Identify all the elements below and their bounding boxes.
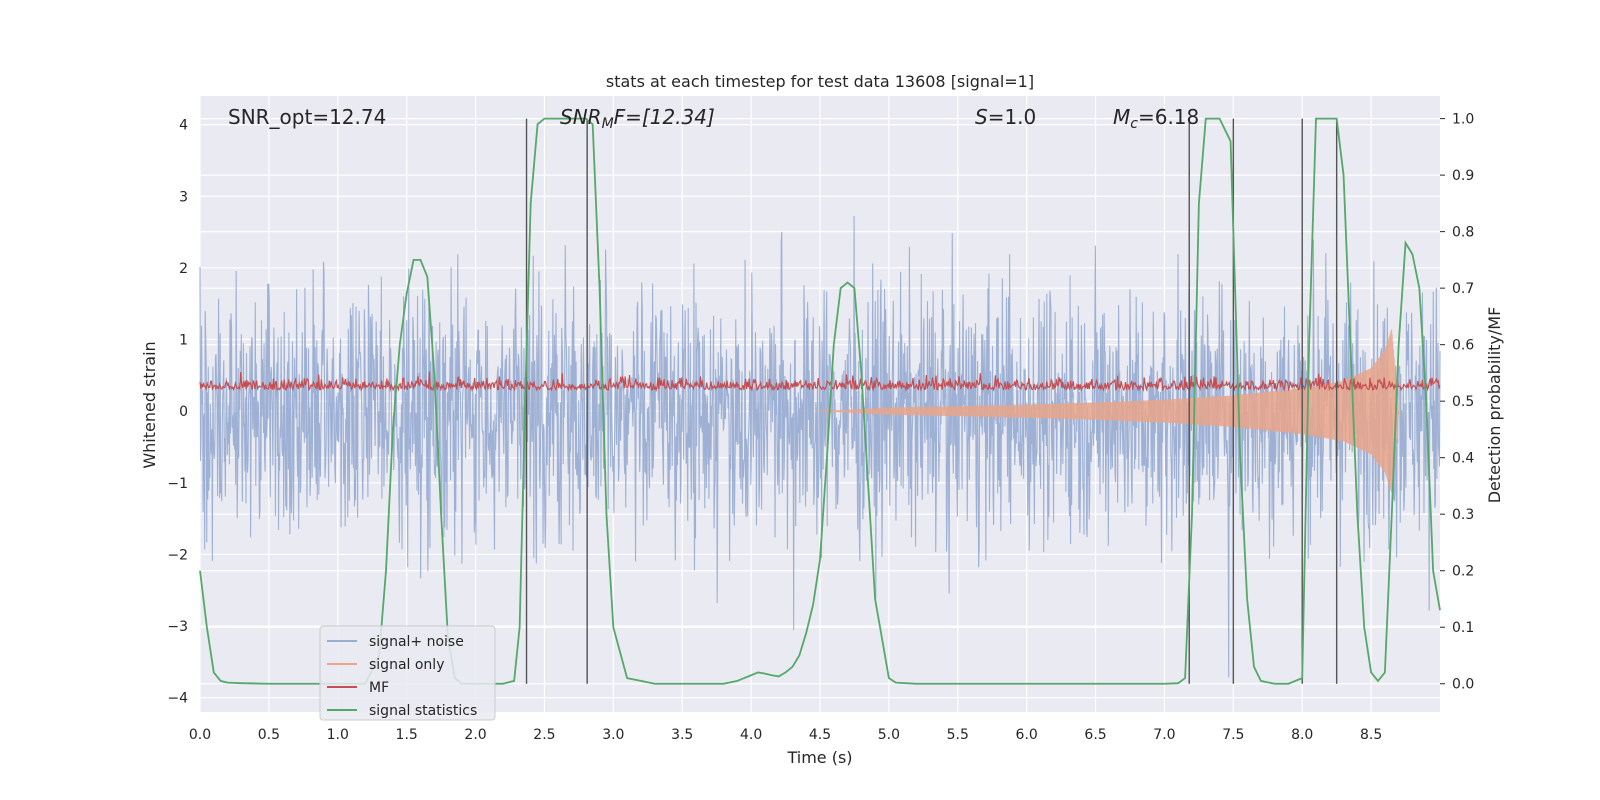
- s-annotation: S=1.0: [975, 105, 1036, 129]
- y2-axis-ticks: 0.0 0.1 0.2 0.3 0.4 0.5 0.6 0.7 0.8 0.9 1.0: [1440, 112, 1474, 693]
- x-tick-label-17: 8.5: [1360, 727, 1382, 743]
- y2-tick-label-8: 0.8: [1452, 225, 1474, 241]
- x-tick-label-0: 0.0: [189, 727, 211, 743]
- y2-tick-label-1: 0.1: [1452, 620, 1474, 636]
- x-tick-label-5: 2.5: [533, 727, 555, 743]
- y-axis-ticks: −4 −3 −2 −1 0 1 2 3 4: [167, 118, 188, 707]
- x-tick-label-6: 3.0: [602, 727, 624, 743]
- signal-statistics-line: [199, 117, 1441, 685]
- snr-mf-base: SNR: [560, 105, 602, 129]
- y-tick-label-0: −4: [167, 691, 188, 707]
- snr-mf-rest: F=[12.34]: [614, 105, 715, 129]
- x-tick-label-2: 1.0: [327, 727, 349, 743]
- y2-tick-label-6: 0.6: [1452, 338, 1474, 354]
- x-tick-label-9: 4.5: [809, 727, 831, 743]
- mc-value: =6.18: [1138, 105, 1199, 129]
- signal-statistics-series: [199, 117, 1441, 685]
- x-tick-label-14: 7.0: [1153, 727, 1175, 743]
- legend-label-1: signal only: [369, 657, 444, 673]
- y-tick-label-3: −1: [167, 476, 188, 492]
- y-tick-label-1: −3: [167, 619, 188, 635]
- x-tick-label-16: 8.0: [1291, 727, 1313, 743]
- y2-tick-label-4: 0.4: [1452, 451, 1474, 467]
- s-value: =1.0: [988, 105, 1037, 129]
- y-tick-label-2: −2: [167, 547, 188, 563]
- x-axis-ticks: 0.0 0.5 1.0 1.5 2.0 2.5 3.0 3.5 4.0 4.5 5.0 5.5 6.0 6…: [189, 727, 1382, 743]
- chart-title: stats at each timestep for test data 136…: [606, 72, 1034, 91]
- y-tick-label-5: 1: [179, 333, 188, 349]
- mc-base: M: [1113, 105, 1130, 129]
- x-tick-label-8: 4.0: [740, 727, 762, 743]
- legend: signal+ noise signal only MF signal statist…: [319, 625, 496, 721]
- y2-tick-label-5: 0.5: [1452, 394, 1474, 410]
- y2-axis-label: Detection probability/MF: [1485, 307, 1504, 504]
- y-axis-label: Whitened strain: [140, 341, 159, 468]
- y-tick-label-7: 3: [179, 189, 188, 205]
- legend-box: [319, 625, 496, 721]
- y-tick-label-6: 2: [179, 261, 188, 277]
- x-tick-label-10: 5.0: [878, 727, 900, 743]
- snr-mf-annotation: SNRMF=[12.34]: [560, 105, 715, 132]
- legend-label-3: signal statistics: [369, 703, 477, 719]
- x-tick-label-13: 6.5: [1084, 727, 1106, 743]
- mc-annotation: Mc=6.18: [1113, 105, 1199, 132]
- y2-tick-label-9: 0.9: [1452, 168, 1474, 184]
- x-tick-label-11: 5.5: [947, 727, 969, 743]
- x-axis-label: Time (s): [786, 748, 852, 767]
- y2-tick-label-2: 0.2: [1452, 564, 1474, 580]
- y2-tick-label-7: 0.7: [1452, 281, 1474, 297]
- x-tick-label-1: 0.5: [258, 727, 280, 743]
- legend-label-0: signal+ noise: [369, 634, 464, 650]
- y2-tick-label-3: 0.3: [1452, 507, 1474, 523]
- snr-opt-annotation: SNR_opt=12.74: [228, 105, 386, 129]
- x-tick-label-15: 7.5: [1222, 727, 1244, 743]
- s-label: S: [975, 105, 988, 129]
- legend-label-2: MF: [369, 680, 389, 696]
- x-tick-label-7: 3.5: [671, 727, 693, 743]
- x-tick-label-12: 6.0: [1016, 727, 1038, 743]
- x-tick-label-4: 2.0: [464, 727, 486, 743]
- y-tick-label-4: 0: [179, 404, 188, 420]
- y-tick-label-8: 4: [179, 118, 188, 134]
- snr-mf-sub: M: [602, 116, 614, 132]
- y2-tick-label-0: 0.0: [1452, 677, 1474, 693]
- mc-sub: c: [1130, 116, 1138, 132]
- x-tick-label-3: 1.5: [396, 727, 418, 743]
- y2-tick-label-10: 1.0: [1452, 112, 1474, 128]
